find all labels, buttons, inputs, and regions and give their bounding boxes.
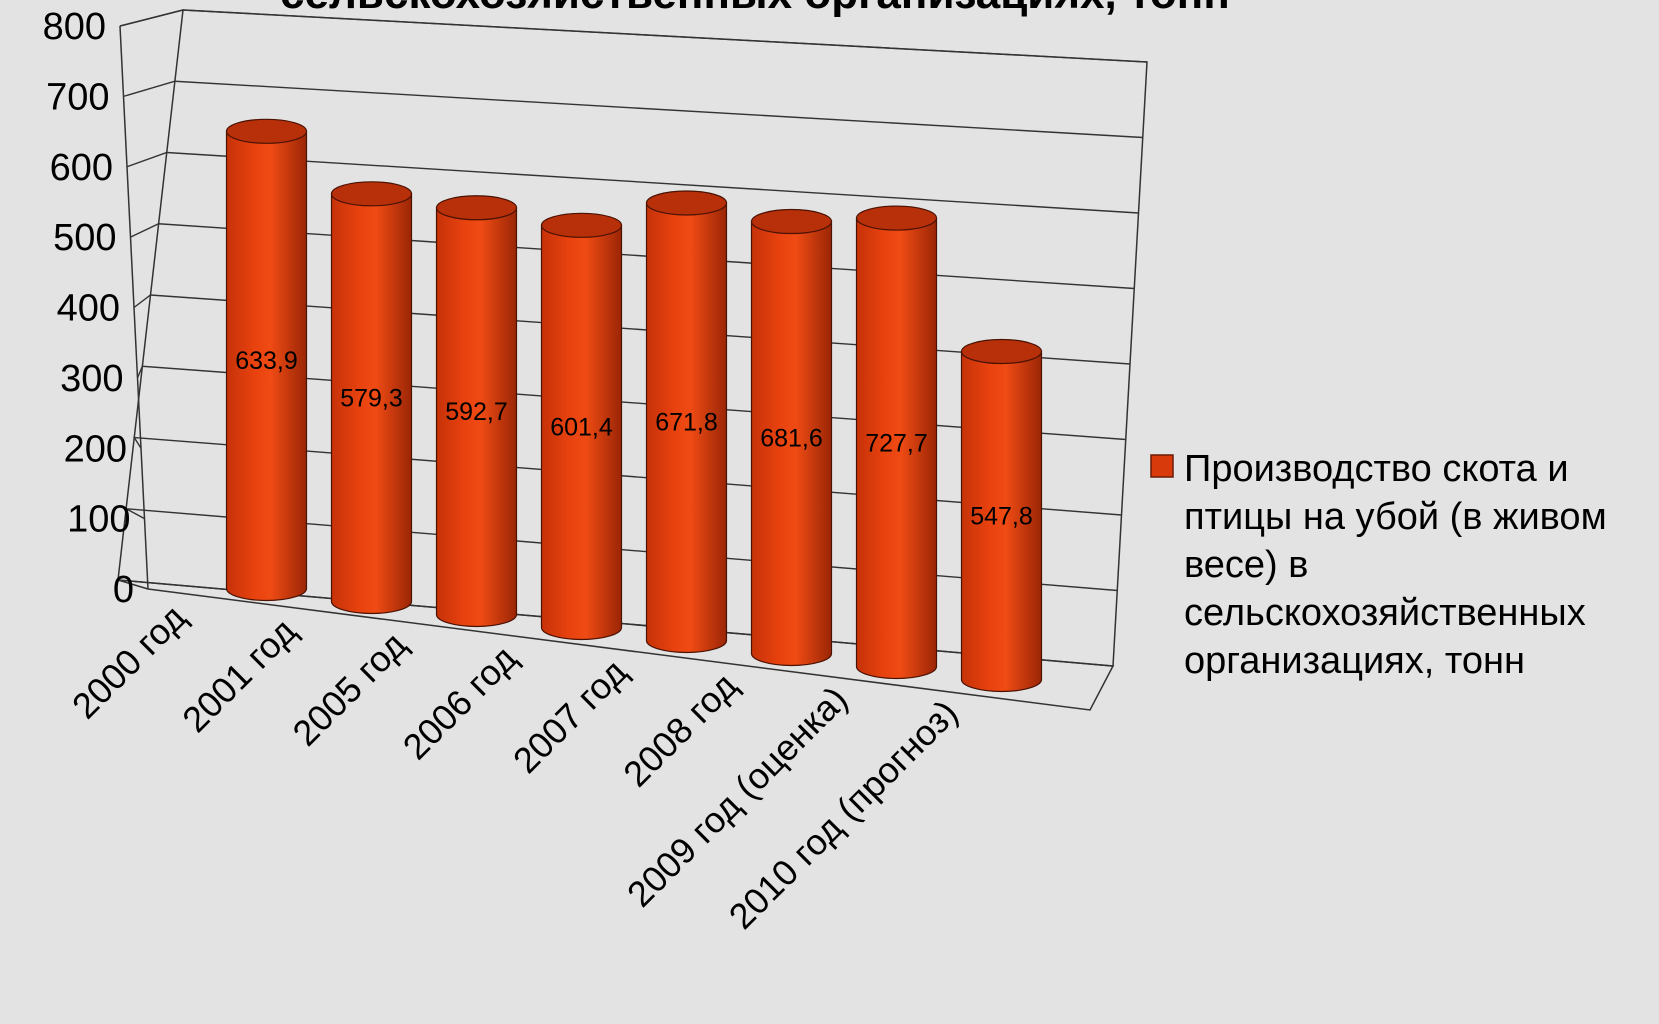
data-label: 601,4 [550, 413, 613, 441]
bar: 727,7 [855, 205, 938, 680]
bar-body [750, 220, 833, 667]
y-tick-label: 600 [50, 147, 113, 189]
bars: 633,9 579,3 592,7 601,4 671,8 681,6 727,7 547,8 [225, 118, 1043, 693]
y-axis: 0 100 200 300 400 500 600 700 800 [43, 6, 134, 611]
bar-top [960, 338, 1043, 365]
floor [117, 579, 1115, 711]
x-tick-label: 2001 год [174, 610, 304, 740]
x-tick-label: 2005 год [284, 624, 414, 754]
data-label: 579,3 [340, 385, 403, 413]
data-label: 592,7 [445, 398, 508, 426]
data-label: 727,7 [865, 429, 928, 457]
x-tick-label: 2000 год [64, 596, 194, 726]
x-tick-label: 2006 год [395, 637, 525, 767]
y-tick-label: 100 [67, 499, 130, 541]
data-label: 633,9 [235, 347, 298, 375]
y-tick-label: 700 [46, 76, 109, 118]
bar-body [645, 202, 728, 654]
legend-line-4: сельскохозяйственных [1184, 592, 1586, 634]
bar-body [540, 224, 623, 641]
y-tick-label: 500 [53, 217, 116, 259]
bar-top [225, 118, 308, 144]
bar-body [855, 217, 938, 680]
bar: 592,7 [435, 195, 518, 628]
y-tick-label: 300 [60, 358, 123, 400]
x-tick-label: 2008 год [615, 665, 745, 795]
y-tick-label: 800 [43, 6, 106, 48]
bar-body [435, 207, 518, 628]
bar: 671,8 [645, 190, 728, 654]
data-label: 671,8 [655, 409, 718, 437]
y-tick-label: 400 [57, 288, 120, 330]
gridline [119, 9, 1148, 63]
x-tick-label: 2009 год (оценка) [619, 678, 855, 914]
legend-swatch [1150, 454, 1174, 478]
bar: 579,3 [330, 181, 413, 615]
bar: 633,9 [225, 118, 308, 602]
bar-top [435, 195, 518, 221]
bar-body [225, 130, 308, 602]
legend-line-2: птицы на убой (в живом [1184, 496, 1607, 538]
bar-top [330, 181, 413, 207]
bar-body [960, 350, 1043, 693]
x-tick-label: 2010 год (прогноз) [721, 692, 966, 937]
bar-top [540, 212, 623, 238]
bar-top [855, 205, 938, 231]
x-tick-label: 2007 год [505, 651, 635, 781]
bar-top [750, 208, 833, 235]
legend-line-3: весе) в [1184, 544, 1308, 586]
data-label: 547,8 [970, 503, 1033, 531]
bar-top [645, 190, 728, 216]
gridlines [119, 9, 1148, 592]
chart-title: сельскохозяйственных организациях, тонн [280, 0, 1230, 18]
data-label: 681,6 [760, 425, 823, 453]
gridline [123, 80, 1143, 139]
bar-body [330, 193, 413, 615]
legend: Производство скота и птицы на убой (в жи… [1150, 448, 1607, 682]
gridline [126, 151, 1139, 214]
y-tick-label: 200 [64, 428, 127, 470]
bar: 547,8 [960, 338, 1043, 693]
legend-line-1: Производство скота и [1184, 448, 1569, 490]
legend-line-5: организациях, тонн [1184, 640, 1525, 682]
bar: 601,4 [540, 212, 623, 641]
y-tick-label: 0 [113, 569, 134, 611]
bar: 681,6 [750, 208, 833, 667]
